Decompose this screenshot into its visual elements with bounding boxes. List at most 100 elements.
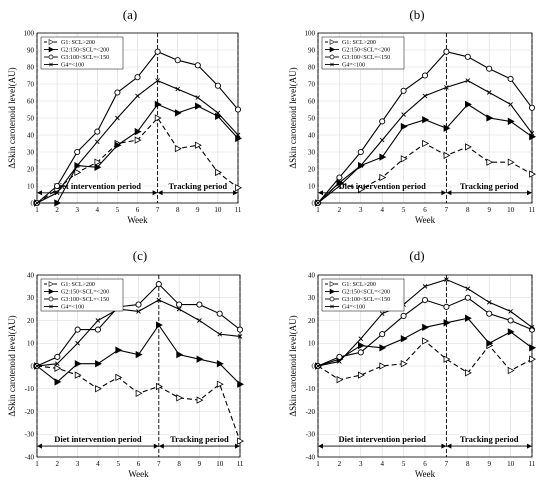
period-label-background — [337, 434, 428, 445]
x-tick-label: 5 — [402, 206, 406, 214]
data-point-g1 — [529, 355, 537, 363]
data-point-g3 — [155, 281, 162, 288]
y-tick-label: -10 — [306, 385, 316, 393]
data-point-g2 — [156, 321, 163, 329]
legend-marker — [329, 46, 336, 53]
x-tick-label: 10 — [507, 206, 515, 214]
data-point-g3 — [507, 317, 514, 324]
chart-panel-2: (b) 0 10 20 30 40 50 60 70 80 90 100 1 2 3 4 5 6 7 8 9 10 11 Di… — [288, 7, 537, 225]
x-tick-label: 2 — [338, 206, 342, 214]
legend-marker — [330, 62, 334, 67]
data-point-g1 — [358, 185, 365, 194]
data-point-g2 — [443, 124, 451, 132]
x-tick-label: 4 — [380, 206, 384, 214]
data-point-g4 — [135, 93, 140, 99]
legend-marker — [48, 54, 54, 60]
y-axis-title: ΔSkin carotenoid level(AU) — [7, 315, 17, 416]
tracking-period-arrow-head-left — [446, 190, 452, 196]
x-tick-label: 1 — [35, 460, 39, 468]
data-point-g2 — [114, 141, 122, 149]
x-tick-label: 3 — [359, 460, 363, 468]
data-point-g2 — [379, 344, 387, 352]
x-tick-label: 7 — [445, 206, 449, 214]
panel-label: (d) — [409, 248, 424, 263]
y-tick-label: 60 — [27, 97, 35, 105]
data-point-g3 — [196, 301, 203, 308]
y-tick-label: 40 — [27, 271, 35, 279]
y-axis-title: ΔSkin carotenoid level(AU) — [7, 67, 17, 168]
x-tick-label: 10 — [216, 460, 224, 468]
y-tick-label: 10 — [27, 182, 35, 190]
data-point-g1 — [95, 385, 102, 393]
data-point-g4 — [175, 86, 181, 92]
y-tick-label: -30 — [25, 431, 35, 439]
data-point-g1 — [422, 139, 430, 148]
data-point-g4 — [529, 325, 535, 330]
data-point-g3 — [400, 87, 407, 94]
panel-label: (b) — [409, 7, 424, 22]
y-tick-label: 40 — [308, 271, 316, 279]
data-point-g4 — [508, 309, 513, 314]
legend-marker — [48, 296, 54, 302]
data-point-g2 — [486, 114, 494, 122]
y-tick-label: 90 — [308, 46, 316, 54]
data-point-g2 — [486, 339, 494, 347]
data-point-g4 — [315, 200, 321, 206]
data-point-g3 — [54, 182, 61, 190]
x-tick-label: 10 — [214, 206, 222, 214]
data-point-g4 — [315, 363, 321, 369]
data-point-g4 — [215, 110, 221, 116]
diet-period-arrow-head-left — [318, 190, 323, 196]
data-point-g4 — [486, 90, 492, 95]
y-tick-label: 100 — [24, 29, 35, 37]
data-point-g2 — [465, 100, 472, 109]
y-tick-label: 60 — [308, 97, 316, 105]
data-point-g2 — [235, 134, 243, 143]
data-point-g1 — [135, 389, 143, 397]
data-point-g1 — [74, 371, 82, 379]
x-tick-label: 7 — [157, 460, 161, 468]
data-point-g1 — [195, 141, 202, 149]
period-label-background — [167, 180, 229, 191]
x-tick-label: 7 — [156, 206, 160, 214]
data-point-g3 — [464, 53, 471, 60]
data-point-g2 — [195, 102, 202, 110]
tracking-period-label: Tracking period — [460, 434, 519, 444]
data-point-g3 — [135, 301, 142, 308]
data-point-g3 — [443, 48, 450, 55]
data-point-g1 — [115, 373, 123, 382]
period-label-background — [458, 434, 520, 445]
legend-label: G1: SCL>200 — [61, 40, 95, 46]
diet-period-arrow-head-right — [153, 443, 159, 449]
y-tick-label: 10 — [308, 182, 316, 190]
x-tick-label: 5 — [402, 460, 406, 468]
y-tick-label: 50 — [308, 114, 316, 122]
x-tick-label: 1 — [316, 206, 320, 214]
data-point-g2 — [379, 153, 387, 161]
x-tick-label: 5 — [116, 206, 120, 214]
data-point-g3 — [216, 310, 223, 317]
data-point-g4 — [235, 132, 241, 138]
diet-period-arrow-head-left — [37, 443, 42, 449]
data-point-g1 — [400, 155, 408, 163]
y-tick-label: 30 — [27, 294, 35, 302]
legend-marker — [329, 281, 336, 287]
data-point-g3 — [357, 349, 364, 356]
data-point-g1 — [74, 168, 82, 177]
data-point-g3 — [507, 75, 514, 82]
data-point-g3 — [336, 174, 343, 181]
data-point-g4 — [358, 336, 364, 342]
data-point-g4 — [54, 190, 60, 196]
data-point-g1 — [400, 360, 408, 368]
data-point-g3 — [421, 72, 429, 79]
y-tick-label: 40 — [308, 131, 316, 139]
data-point-g3 — [94, 326, 101, 333]
y-tick-label: -40 — [25, 453, 35, 461]
y-tick-label: 20 — [308, 317, 316, 325]
y-tick-label: 70 — [27, 80, 35, 88]
tracking-period-label: Tracking period — [460, 181, 519, 191]
data-point-g4 — [444, 277, 449, 282]
data-point-g3 — [486, 310, 493, 317]
data-point-g4 — [34, 363, 40, 369]
